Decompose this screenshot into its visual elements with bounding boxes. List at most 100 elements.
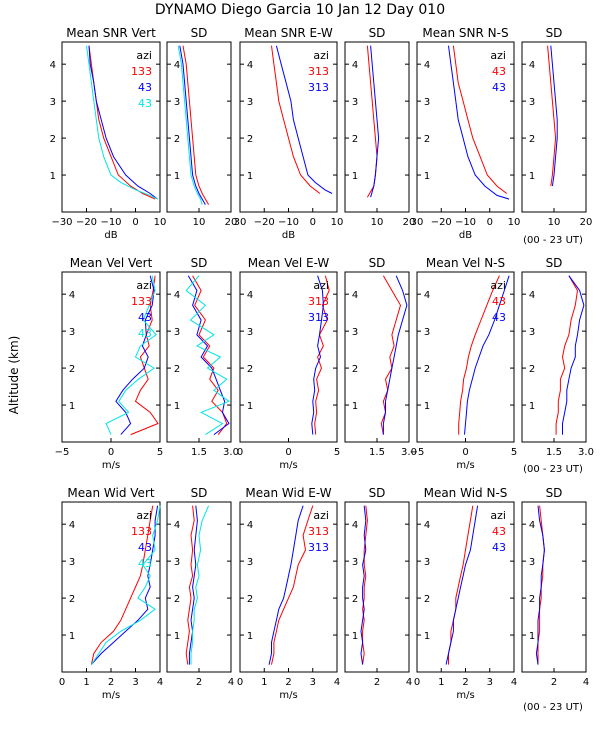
x-tick-label: 2 [285, 677, 291, 688]
y-tick-label: 4 [69, 290, 75, 301]
x-tick-label: −20 [254, 217, 275, 228]
y-tick-label: 1 [174, 631, 180, 642]
y-tick-label: 2 [174, 594, 180, 605]
y-tick-label: 1 [174, 171, 180, 182]
y-tick-label: 3 [424, 557, 430, 568]
series-line-blue [91, 505, 159, 665]
y-tick-label: 2 [352, 134, 358, 145]
legend-entry: 313 [308, 525, 329, 538]
legend-entry: 43 [492, 525, 506, 538]
y-tick-label: 3 [69, 557, 75, 568]
series-line-red [380, 275, 402, 435]
x-tick-label: 2 [462, 677, 468, 688]
x-tick-label: 3.0 [401, 447, 417, 458]
y-tick-label: 2 [69, 364, 75, 375]
series-line-cyan [190, 505, 210, 665]
series-line-cyan [90, 505, 161, 665]
legend-entry: 43 [138, 97, 152, 110]
x-tick-label: 2 [374, 677, 380, 688]
y-tick-label: 2 [424, 594, 430, 605]
series-line-red [182, 45, 210, 205]
y-tick-label: 3 [424, 327, 430, 338]
series-line-cyan [177, 45, 203, 205]
y-tick-label: 4 [352, 520, 358, 531]
x-tick-label: 20 [580, 217, 593, 228]
y-tick-label: 1 [50, 171, 56, 182]
legend-entry: 43 [138, 541, 152, 554]
y-tick-label: 2 [529, 594, 535, 605]
y-tick-label: 2 [424, 364, 430, 375]
x-tick-label: 10 [548, 217, 561, 228]
y-tick-label: 2 [352, 364, 358, 375]
x-axis-label: dB [282, 230, 295, 241]
panel-9: SD 1 2 3 4 1.5 3.0 [344, 256, 417, 458]
y-axis-label: Altitude (km) [7, 336, 21, 415]
series-line-blue [562, 275, 585, 435]
x-tick-label: 3 [487, 677, 493, 688]
series-line-blue [311, 275, 324, 435]
x-tick-label: 2 [196, 677, 202, 688]
x-tick-label: 3.0 [578, 447, 594, 458]
x-tick-label: 4 [583, 677, 589, 688]
legend-entry: 43 [138, 81, 152, 94]
panel-17: SD 1 2 3 4 2 4 [521, 486, 589, 688]
panel-title: SD [369, 486, 386, 500]
panel-4: Mean SNR N-S 1 2 3 4 30 −20 −10 0 10 dB azi 43 43 [411, 26, 521, 241]
panel-title: SD [191, 26, 208, 40]
legend-header: azi [313, 279, 329, 292]
series-line-blue [464, 275, 510, 435]
y-tick-label: 4 [69, 520, 75, 531]
y-tick-label: 4 [247, 520, 253, 531]
x-tick-label: 3.0 [223, 447, 239, 458]
x-tick-label: −5 [55, 447, 70, 458]
y-tick-label: 4 [424, 60, 430, 71]
panel-title: Mean Vel N-S [426, 256, 505, 270]
legend-header: azi [490, 49, 506, 62]
x-tick-label: 5 [334, 447, 340, 458]
x-tick-label: 10 [331, 217, 344, 228]
panel-title: SD [191, 256, 208, 270]
legend-entry: 133 [131, 525, 152, 538]
y-tick-label: 2 [174, 364, 180, 375]
series-line-red [185, 505, 195, 665]
panel-16: Mean Wid N-S 1 2 3 4 0 1 2 3 4 m/s azi 43 43 [414, 486, 517, 701]
x-tick-label: 0 [462, 447, 468, 458]
y-tick-label: 1 [247, 401, 253, 412]
series-line-blue [360, 505, 367, 665]
x-tick-label: 1 [83, 677, 89, 688]
y-tick-label: 3 [424, 97, 430, 108]
series-line-blue [275, 45, 333, 194]
y-tick-label: 2 [69, 594, 75, 605]
x-tick-label: −10 [100, 217, 121, 228]
ut-note-row1: (00 - 23 UT) [523, 235, 583, 246]
legend-entry: 313 [308, 81, 329, 94]
panel-title: SD [369, 256, 386, 270]
y-tick-label: 1 [529, 171, 535, 182]
series-line-blue [268, 505, 304, 665]
x-tick-label: 0 [108, 447, 114, 458]
y-tick-label: 2 [247, 134, 253, 145]
x-tick-label: 0 [414, 677, 420, 688]
x-axis-label: m/s [456, 460, 474, 471]
series-line-red [192, 275, 228, 435]
series-line-blue [187, 275, 230, 436]
panel-title: Mean SNR E-W [244, 26, 333, 40]
y-tick-label: 3 [529, 557, 535, 568]
y-tick-label: 2 [174, 134, 180, 145]
y-tick-label: 1 [529, 631, 535, 642]
ut-note-row3: (00 - 23 UT) [523, 702, 583, 713]
legend-header: azi [490, 509, 506, 522]
y-tick-label: 3 [174, 97, 180, 108]
y-tick-label: 1 [69, 631, 75, 642]
y-tick-label: 2 [529, 364, 535, 375]
series-line-blue [535, 505, 545, 665]
x-tick-label: 4 [334, 677, 340, 688]
x-tick-label: 30 [411, 217, 424, 228]
series-line-cyan [86, 45, 158, 200]
y-tick-label: 1 [69, 401, 75, 412]
panel-title: Mean SNR Vert [66, 26, 156, 40]
legend-entry: 43 [492, 81, 506, 94]
y-tick-label: 3 [529, 97, 535, 108]
panel-title: SD [191, 486, 208, 500]
y-tick-label: 3 [247, 327, 253, 338]
